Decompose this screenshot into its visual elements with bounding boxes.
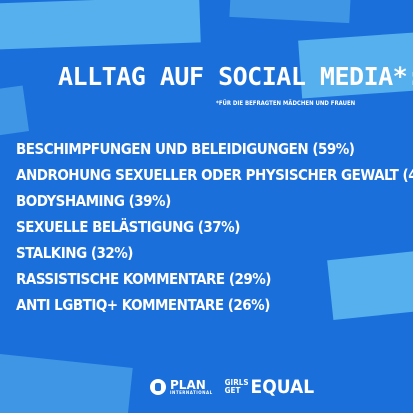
- brush-streak: [0, 0, 201, 50]
- gge-logo-line2: GET: [224, 386, 241, 395]
- list-item: STALKING (32%): [16, 244, 133, 262]
- brush-streak: [0, 352, 133, 413]
- gge-logo-equal: EQUAL: [250, 375, 315, 398]
- footnote: *FÜR DIE BEFRAGTEN MÄDCHEN UND FRAUEN: [216, 100, 356, 107]
- plan-logo-name: PLAN: [170, 378, 206, 392]
- brush-streak: [229, 0, 351, 24]
- brush-streak: [0, 85, 30, 137]
- list-item: ANTI LGBTIQ+ KOMMENTARE (26%): [16, 296, 270, 314]
- list-item: BODYSHAMING (39%): [16, 192, 171, 210]
- list-item: ANDROHUNG SEXUELLER ODER PHYSISCHER GEWA…: [16, 166, 413, 184]
- gge-logo-line1: GIRLS: [224, 378, 249, 388]
- plan-international-logo: PLAN INTERNATIONAL: [150, 379, 213, 395]
- headline: ALLTAG AUF SOCIAL MEDIA*:: [58, 62, 413, 91]
- list-item: SEXUELLE BELÄSTIGUNG (37%): [16, 218, 240, 236]
- list-item: BESCHIMPFUNGEN UND BELEIDIGUNGEN (59%): [16, 140, 355, 158]
- statistics-list: BESCHIMPFUNGEN UND BELEIDIGUNGEN (59%) A…: [16, 136, 413, 318]
- plan-logo-icon: [150, 379, 166, 395]
- girls-get-equal-logo: GIRLS GET EQUAL: [224, 375, 315, 398]
- plan-logo-subtitle: INTERNATIONAL: [170, 390, 213, 395]
- list-item: RASSISTISCHE KOMMENTARE (29%): [16, 270, 271, 288]
- footer-logos: PLAN INTERNATIONAL GIRLS GET EQUAL: [150, 375, 314, 399]
